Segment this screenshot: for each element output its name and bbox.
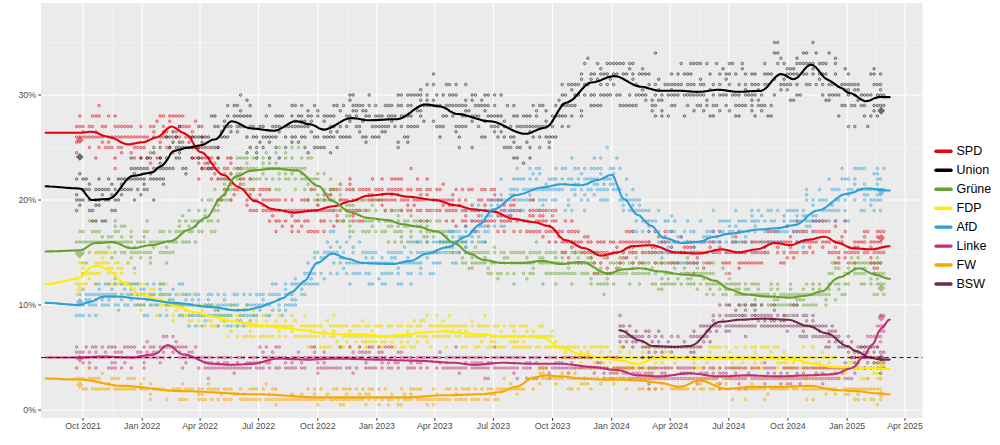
svg-text:FDP: FDP	[957, 201, 982, 215]
svg-text:Jan 2022: Jan 2022	[124, 421, 160, 431]
svg-text:Oct 2021: Oct 2021	[65, 421, 101, 431]
svg-text:Oct 2022: Oct 2022	[300, 421, 336, 431]
svg-text:Oct 2023: Oct 2023	[535, 421, 571, 431]
svg-text:AfD: AfD	[957, 220, 978, 234]
svg-text:Jan 2024: Jan 2024	[594, 421, 630, 431]
svg-text:Apr 2023: Apr 2023	[417, 421, 453, 431]
svg-text:Jul 2022: Jul 2022	[242, 421, 275, 431]
svg-text:Grüne: Grüne	[957, 182, 992, 196]
svg-text:30%: 30%	[18, 90, 36, 100]
svg-text:Oct 2024: Oct 2024	[770, 421, 806, 431]
svg-text:Jul 2024: Jul 2024	[712, 421, 745, 431]
svg-text:FW: FW	[957, 258, 977, 272]
svg-text:Jan 2023: Jan 2023	[359, 421, 395, 431]
svg-text:Jul 2023: Jul 2023	[477, 421, 510, 431]
svg-text:Apr 2024: Apr 2024	[652, 421, 688, 431]
svg-text:SPD: SPD	[957, 144, 983, 158]
svg-text:10%: 10%	[18, 300, 36, 310]
svg-text:0%: 0%	[23, 405, 36, 415]
svg-text:Linke: Linke	[957, 239, 987, 253]
svg-text:Apr 2022: Apr 2022	[182, 421, 218, 431]
svg-text:20%: 20%	[18, 195, 36, 205]
svg-text:BSW: BSW	[957, 277, 986, 291]
svg-text:Apr 2025: Apr 2025	[887, 421, 923, 431]
svg-text:Jan 2025: Jan 2025	[829, 421, 865, 431]
svg-text:Union: Union	[957, 163, 990, 177]
